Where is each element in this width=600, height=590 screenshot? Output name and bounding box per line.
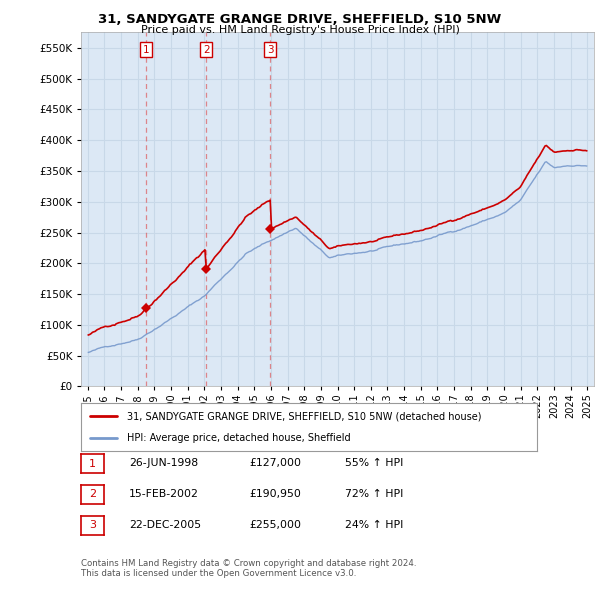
Text: 22-DEC-2005: 22-DEC-2005	[129, 520, 201, 529]
Text: HPI: Average price, detached house, Sheffield: HPI: Average price, detached house, Shef…	[127, 433, 350, 443]
Text: 55% ↑ HPI: 55% ↑ HPI	[345, 458, 403, 468]
Text: Contains HM Land Registry data © Crown copyright and database right 2024.: Contains HM Land Registry data © Crown c…	[81, 559, 416, 568]
Text: 31, SANDYGATE GRANGE DRIVE, SHEFFIELD, S10 5NW: 31, SANDYGATE GRANGE DRIVE, SHEFFIELD, S…	[98, 13, 502, 26]
Text: 26-JUN-1998: 26-JUN-1998	[129, 458, 198, 468]
Text: 1: 1	[89, 459, 96, 468]
Text: £190,950: £190,950	[249, 489, 301, 499]
Text: This data is licensed under the Open Government Licence v3.0.: This data is licensed under the Open Gov…	[81, 569, 356, 578]
Text: 72% ↑ HPI: 72% ↑ HPI	[345, 489, 403, 499]
Text: 31, SANDYGATE GRANGE DRIVE, SHEFFIELD, S10 5NW (detached house): 31, SANDYGATE GRANGE DRIVE, SHEFFIELD, S…	[127, 411, 481, 421]
Text: 24% ↑ HPI: 24% ↑ HPI	[345, 520, 403, 529]
Text: 3: 3	[89, 520, 96, 530]
Text: £127,000: £127,000	[249, 458, 301, 468]
Text: 2: 2	[89, 490, 96, 499]
Text: 1: 1	[142, 45, 149, 55]
Text: 2: 2	[203, 45, 209, 55]
Text: 15-FEB-2002: 15-FEB-2002	[129, 489, 199, 499]
Text: £255,000: £255,000	[249, 520, 301, 529]
Text: Price paid vs. HM Land Registry's House Price Index (HPI): Price paid vs. HM Land Registry's House …	[140, 25, 460, 35]
Text: 3: 3	[267, 45, 274, 55]
